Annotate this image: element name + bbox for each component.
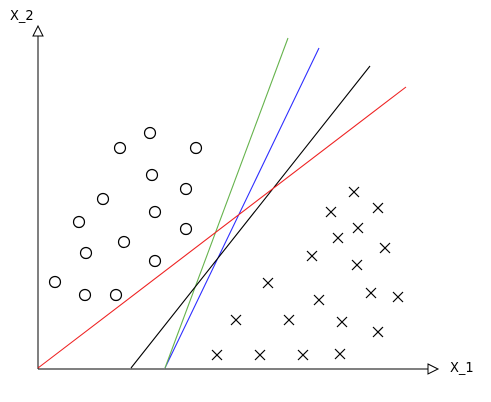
- cross-point: [336, 316, 348, 328]
- cross-point: [392, 291, 404, 303]
- circle-point: [79, 246, 93, 260]
- circle-point: [148, 205, 162, 219]
- circle-point: [78, 288, 92, 302]
- x-axis-label: X_1: [450, 361, 474, 376]
- cross-point: [262, 277, 274, 289]
- cross-point: [334, 348, 346, 360]
- circle-point: [113, 141, 127, 155]
- circle-point: [189, 141, 203, 155]
- cross-point: [365, 287, 377, 299]
- cross-class-points: [211, 186, 404, 361]
- separating-line-3: [130, 65, 371, 369]
- circle-point: [148, 254, 162, 268]
- circle-point: [117, 235, 131, 249]
- circle-class-points: [48, 126, 203, 302]
- separating-line-1: [164, 47, 320, 369]
- separating-line-2: [164, 37, 289, 369]
- circle-point: [72, 215, 86, 229]
- cross-point: [348, 186, 360, 198]
- cross-point: [325, 206, 337, 218]
- cross-point: [313, 294, 325, 306]
- cross-point: [352, 222, 364, 234]
- circle-point: [179, 222, 193, 236]
- cross-point: [332, 232, 344, 244]
- x-axis-arrowhead: [427, 363, 440, 375]
- cross-point: [306, 250, 318, 262]
- circle-point: [145, 168, 159, 182]
- circle-point: [143, 126, 157, 140]
- circle-point: [179, 182, 193, 196]
- separating-line-4: [37, 86, 407, 369]
- cross-point: [230, 314, 242, 326]
- separating-lines: [37, 37, 407, 369]
- cross-point: [211, 349, 223, 361]
- y-axis-label: X_2: [10, 9, 34, 24]
- cross-point: [379, 242, 391, 254]
- cross-point: [372, 202, 384, 214]
- cross-point: [283, 314, 295, 326]
- y-axis-arrowhead: [32, 24, 44, 37]
- circle-point: [96, 192, 110, 206]
- cross-point: [372, 326, 384, 338]
- cross-point: [254, 349, 266, 361]
- circle-point: [109, 288, 123, 302]
- circle-point: [48, 275, 62, 289]
- cross-point: [297, 349, 309, 361]
- cross-point: [351, 259, 363, 271]
